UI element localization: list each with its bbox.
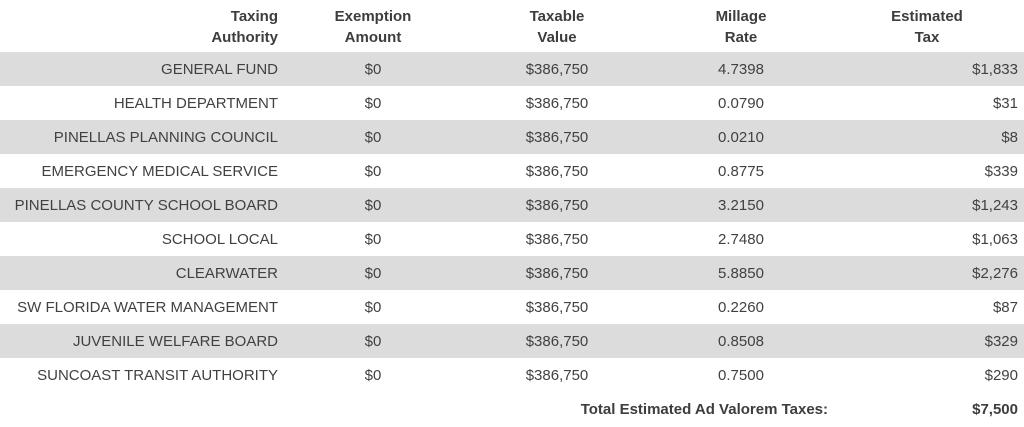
millage-cell: 0.7500	[718, 366, 764, 384]
taxable-cell: $386,750	[525, 128, 589, 146]
column-header-exemption-amount: Exemption Amount	[284, 0, 462, 52]
taxable-cell: $386,750	[525, 162, 589, 180]
estimated-cell: $329	[984, 332, 1018, 350]
millage-cell: 0.2260	[718, 298, 764, 316]
exemption-cell: $0	[364, 128, 382, 146]
millage-cell: 5.8850	[718, 264, 764, 282]
estimated-cell: $2,276	[972, 264, 1018, 282]
table-row: CLEARWATER $0 $386,750 5.8850 $2,276	[0, 256, 1024, 290]
exemption-cell: $0	[364, 196, 382, 214]
header-line: Authority	[211, 29, 278, 46]
authority-cell: EMERGENCY MEDICAL SERVICE	[41, 162, 278, 180]
taxable-cell: $386,750	[525, 332, 589, 350]
table-header: Taxing Authority Exemption Amount Taxabl…	[0, 0, 1024, 52]
column-header-taxing-authority: Taxing Authority	[0, 0, 284, 52]
authority-cell: SCHOOL LOCAL	[161, 230, 278, 248]
table-footer: Total Estimated Ad Valorem Taxes: $7,500	[0, 392, 1024, 427]
exemption-cell: $0	[364, 162, 382, 180]
column-header-millage-rate: Millage Rate	[652, 0, 830, 52]
millage-cell: 0.8775	[718, 162, 764, 180]
header-line: Estimated	[891, 8, 963, 25]
table-row: GENERAL FUND $0 $386,750 4.7398 $1,833	[0, 52, 1024, 86]
authority-cell: PINELLAS PLANNING COUNCIL	[53, 128, 278, 146]
table-row: SCHOOL LOCAL $0 $386,750 2.7480 $1,063	[0, 222, 1024, 256]
authority-cell: SW FLORIDA WATER MANAGEMENT	[17, 298, 278, 316]
column-header-estimated-tax: Estimated Tax	[830, 0, 1024, 52]
table-row: EMERGENCY MEDICAL SERVICE $0 $386,750 0.877…	[0, 154, 1024, 188]
exemption-cell: $0	[364, 332, 382, 350]
exemption-cell: $0	[364, 264, 382, 282]
total-row: Total Estimated Ad Valorem Taxes: $7,500	[0, 392, 1024, 427]
exemption-cell: $0	[364, 366, 382, 384]
taxable-cell: $386,750	[525, 94, 589, 112]
header-line: Tax	[914, 29, 940, 46]
authority-cell: HEALTH DEPARTMENT	[113, 94, 278, 112]
millage-cell: 0.0210	[718, 128, 764, 146]
header-line: Value	[537, 29, 577, 46]
column-header-taxable-value: Taxable Value	[462, 0, 652, 52]
table-row: JUVENILE WELFARE BOARD $0 $386,750 0.8508 $3…	[0, 324, 1024, 358]
authority-cell: SUNCOAST TRANSIT AUTHORITY	[37, 366, 278, 384]
table-row: PINELLAS PLANNING COUNCIL $0 $386,750 0.021…	[0, 120, 1024, 154]
table-row: PINELLAS COUNTY SCHOOL BOARD $0 $386,750 3.…	[0, 188, 1024, 222]
header-line: Rate	[724, 29, 758, 46]
taxable-cell: $386,750	[525, 196, 589, 214]
header-line: Amount	[344, 29, 402, 46]
estimated-cell: $87	[992, 298, 1018, 316]
total-value: $7,500	[972, 401, 1018, 418]
taxable-cell: $386,750	[525, 60, 589, 78]
table-row: SW FLORIDA WATER MANAGEMENT $0 $386,750 0.2…	[0, 290, 1024, 324]
header-line: Taxable	[529, 8, 585, 25]
header-line: Taxing	[230, 8, 278, 25]
exemption-cell: $0	[364, 60, 382, 78]
taxable-cell: $386,750	[525, 230, 589, 248]
total-label: Total Estimated Ad Valorem Taxes:	[580, 401, 828, 418]
estimated-cell: $1,833	[972, 60, 1018, 78]
estimated-cell: $31	[992, 94, 1018, 112]
authority-cell: PINELLAS COUNTY SCHOOL BOARD	[14, 196, 278, 214]
header-row: Taxing Authority Exemption Amount Taxabl…	[0, 0, 1024, 52]
table-body: GENERAL FUND $0 $386,750 4.7398 $1,833 HEALTH…	[0, 52, 1024, 392]
estimated-cell: $1,243	[972, 196, 1018, 214]
estimated-cell: $290	[984, 366, 1018, 384]
millage-cell: 2.7480	[718, 230, 764, 248]
table-row: SUNCOAST TRANSIT AUTHORITY $0 $386,750 0.75…	[0, 358, 1024, 392]
millage-cell: 4.7398	[718, 60, 764, 78]
exemption-cell: $0	[364, 230, 382, 248]
estimated-cell: $1,063	[972, 230, 1018, 248]
exemption-cell: $0	[364, 298, 382, 316]
header-line: Millage	[715, 8, 767, 25]
authority-cell: CLEARWATER	[175, 264, 278, 282]
taxable-cell: $386,750	[525, 298, 589, 316]
millage-cell: 3.2150	[718, 196, 764, 214]
taxable-cell: $386,750	[525, 366, 589, 384]
authority-cell: JUVENILE WELFARE BOARD	[72, 332, 278, 350]
exemption-cell: $0	[364, 94, 382, 112]
header-line: Exemption	[334, 8, 412, 25]
estimated-cell: $339	[984, 162, 1018, 180]
authority-cell: GENERAL FUND	[161, 60, 278, 78]
table-row: HEALTH DEPARTMENT $0 $386,750 0.0790 $31	[0, 86, 1024, 120]
millage-cell: 0.8508	[718, 332, 764, 350]
millage-cell: 0.0790	[718, 94, 764, 112]
estimated-cell: $8	[1001, 128, 1018, 146]
taxable-cell: $386,750	[525, 264, 589, 282]
